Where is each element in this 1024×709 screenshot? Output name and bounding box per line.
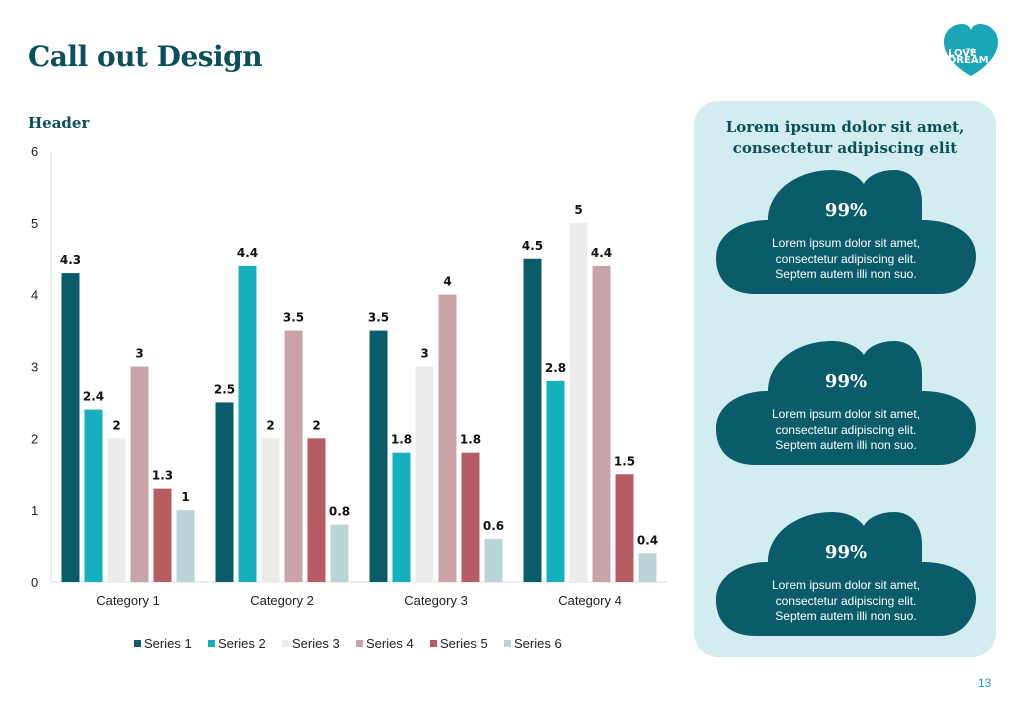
bar: [569, 222, 588, 583]
data-label: 3.5: [368, 311, 389, 325]
data-label: 2: [312, 418, 320, 432]
data-label: 4.3: [60, 253, 81, 267]
data-label: 0.4: [637, 533, 658, 547]
data-label: 4.4: [237, 246, 258, 260]
data-label: 1: [181, 490, 189, 504]
x-tick-label: Category 4: [558, 593, 622, 608]
data-label: 4.4: [591, 246, 612, 260]
y-tick-label: 1: [31, 503, 38, 518]
bar: [523, 258, 542, 582]
callout-value: 99%: [824, 542, 868, 563]
bar: [546, 380, 565, 582]
data-label: 5: [574, 203, 582, 217]
legend-swatch: [134, 640, 141, 647]
data-label: 2.8: [545, 361, 566, 375]
page-number: 13: [978, 676, 992, 690]
data-label: 1.5: [614, 454, 635, 468]
bar: [484, 538, 503, 582]
legend-swatch: [282, 640, 289, 647]
bar: [438, 294, 457, 582]
bar: [392, 452, 411, 582]
data-label: 1.8: [460, 433, 481, 447]
bar: [261, 438, 280, 582]
x-tick-label: Category 2: [250, 593, 314, 608]
callout-description: Lorem ipsum dolor sit amet, consectetur …: [771, 407, 921, 452]
legend-swatch: [208, 640, 215, 647]
love-to-dream-logo: [944, 24, 998, 76]
y-tick-label: 0: [31, 575, 38, 590]
legend-label: Series 3: [292, 636, 340, 651]
bar: [461, 452, 480, 582]
cloud-shape: [716, 170, 976, 294]
callout-description: Lorem ipsum dolor sit amet, consectetur …: [771, 236, 921, 281]
data-label: 2.5: [214, 382, 235, 396]
data-label: 2: [112, 418, 120, 432]
callout-cloud-3: 99% Lorem ipsum dolor sit amet, consecte…: [716, 512, 976, 638]
data-label: 2.4: [83, 390, 104, 404]
y-tick-label: 3: [31, 360, 38, 375]
callout-description: Lorem ipsum dolor sit amet, consectetur …: [771, 578, 921, 623]
bar: [238, 265, 257, 582]
data-label: 3.5: [283, 311, 304, 325]
bar: [592, 265, 611, 582]
bar: [61, 273, 80, 582]
cloud-shape: [716, 341, 976, 465]
legend-swatch: [430, 640, 437, 647]
bar: [130, 366, 149, 582]
bar: [615, 474, 634, 582]
legend-label: Series 1: [144, 636, 192, 651]
chart-header: Header: [28, 114, 90, 132]
bar: [415, 366, 434, 582]
data-label: 0.8: [329, 505, 350, 519]
bar: [215, 402, 234, 582]
cloud-shape: [716, 512, 976, 636]
bar: [176, 510, 195, 582]
legend-label: Series 5: [440, 636, 488, 651]
bar: [369, 330, 388, 582]
data-label: 3: [135, 347, 143, 361]
bar: [84, 409, 103, 582]
legend-swatch: [356, 640, 363, 647]
legend-label: Series 4: [366, 636, 414, 651]
bar-chart: 0 1 2 3 4 5 6 4.3 2.4 2 3 1.3 1 Category 1 2.5 4.4 2 3.5 2…: [31, 144, 667, 651]
legend-label: Series 6: [514, 636, 562, 651]
legend-swatch: [504, 640, 511, 647]
bar: [284, 330, 303, 582]
legend-label: Series 2: [218, 636, 266, 651]
y-tick-label: 4: [31, 288, 38, 303]
logo-text: LOVE TO DREAM: [948, 48, 989, 66]
bar: [153, 488, 172, 582]
data-label: 2: [266, 418, 274, 432]
bar: [307, 438, 326, 582]
y-tick-label: 2: [31, 431, 38, 446]
callout-panel-title: Lorem ipsum dolor sit amet, consectetur …: [725, 118, 965, 157]
bar: [107, 438, 126, 582]
page-title: Call out Design: [28, 40, 263, 73]
callout-cloud-2: 99% Lorem ipsum dolor sit amet, consecte…: [716, 341, 976, 467]
y-tick-label: 6: [31, 144, 38, 159]
data-label: 1.3: [152, 469, 173, 483]
x-tick-label: Category 3: [404, 593, 468, 608]
callout-cloud-1: 99% Lorem ipsum dolor sit amet, consecte…: [716, 170, 976, 296]
data-label: 3: [420, 347, 428, 361]
data-label: 0.6: [483, 519, 504, 533]
bar: [330, 524, 349, 582]
y-tick-label: 5: [31, 216, 38, 231]
data-label: 4.5: [522, 239, 543, 253]
data-label: 4: [443, 275, 451, 289]
callout-value: 99%: [824, 371, 868, 392]
data-label: 1.8: [391, 433, 412, 447]
callout-value: 99%: [824, 200, 868, 221]
bar: [638, 553, 657, 582]
x-tick-label: Category 1: [96, 593, 160, 608]
